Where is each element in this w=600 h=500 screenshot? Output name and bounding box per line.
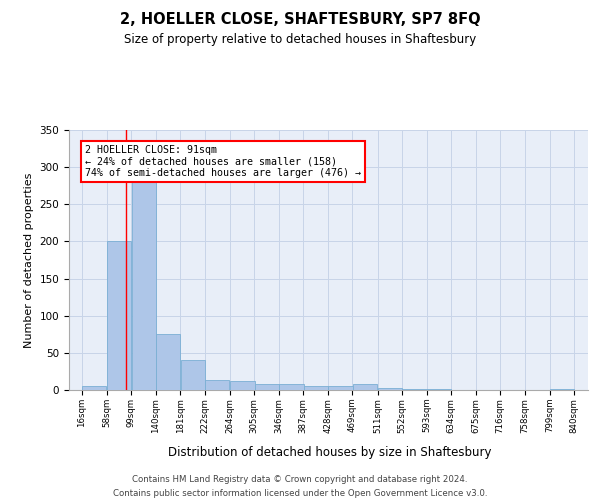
Bar (107, 242, 131, 390)
Bar (205, 380, 229, 390)
Bar (255, 384, 279, 390)
Text: Distribution of detached houses by size in Shaftesbury: Distribution of detached houses by size … (168, 446, 492, 459)
Bar (181, 360, 205, 390)
Bar (279, 384, 304, 390)
Text: 2, HOELLER CLOSE, SHAFTESBURY, SP7 8FQ: 2, HOELLER CLOSE, SHAFTESBURY, SP7 8FQ (119, 12, 481, 28)
Bar (403, 388, 427, 390)
Bar (304, 386, 328, 390)
Bar (156, 334, 181, 390)
Bar (230, 381, 254, 390)
Text: Contains HM Land Registry data © Crown copyright and database right 2024.
Contai: Contains HM Land Registry data © Crown c… (113, 476, 487, 498)
Bar (131, 178, 156, 390)
Text: Size of property relative to detached houses in Shaftesbury: Size of property relative to detached ho… (124, 32, 476, 46)
Text: 2 HOELLER CLOSE: 91sqm
← 24% of detached houses are smaller (158)
74% of semi-de: 2 HOELLER CLOSE: 91sqm ← 24% of detached… (85, 145, 361, 178)
Bar (328, 386, 353, 390)
Bar (82, 386, 106, 390)
Bar (353, 384, 377, 390)
Y-axis label: Number of detached properties: Number of detached properties (24, 172, 34, 348)
Bar (378, 388, 402, 390)
